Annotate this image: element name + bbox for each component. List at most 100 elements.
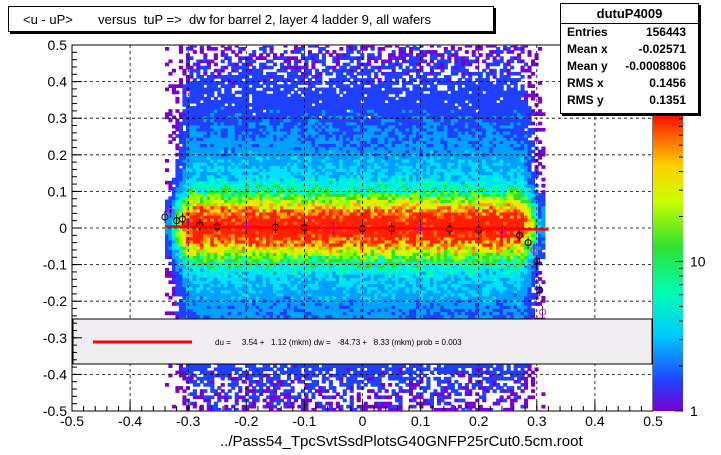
heatmap-cell xyxy=(248,364,253,368)
heatmap-cell xyxy=(266,286,271,291)
heatmap-cell xyxy=(311,75,316,79)
heatmap-cell xyxy=(321,308,326,312)
heatmap-cell xyxy=(171,211,176,216)
heatmap-cell xyxy=(248,193,253,197)
heatmap-cell xyxy=(238,255,243,260)
heatmap-cell xyxy=(269,65,274,70)
heatmap-cell xyxy=(241,109,246,113)
heatmap-cell xyxy=(300,255,305,260)
heatmap-cell xyxy=(304,177,309,182)
heatmap-cell xyxy=(328,289,333,294)
heatmap-cell xyxy=(234,243,239,247)
heatmap-cell xyxy=(273,289,278,294)
heatmap-cell xyxy=(210,134,215,138)
heatmap-cell xyxy=(290,271,295,275)
heatmap-cell xyxy=(311,118,316,123)
heatmap-cell xyxy=(252,258,257,263)
heatmap-cell xyxy=(314,243,319,247)
heatmap-cell xyxy=(210,407,215,411)
heatmap-cell xyxy=(224,398,229,403)
heatmap-cell xyxy=(234,308,239,312)
heatmap-cell xyxy=(248,249,253,253)
heatmap-cell xyxy=(269,314,274,319)
heatmap-cell xyxy=(196,177,201,182)
heatmap-cell xyxy=(293,292,298,297)
heatmap-cell xyxy=(248,199,253,204)
heatmap-cell xyxy=(273,168,278,172)
heatmap-cell xyxy=(217,267,222,272)
heatmap-cell xyxy=(300,308,305,312)
heatmap-cell xyxy=(273,78,278,82)
heatmap-cell xyxy=(175,121,180,126)
heatmap-cell xyxy=(321,305,326,309)
heatmap-cell xyxy=(269,134,274,138)
heatmap-cell xyxy=(196,106,201,110)
heatmap-cell xyxy=(206,227,211,232)
heatmap-cell xyxy=(245,75,250,79)
heatmap-cell xyxy=(307,103,312,107)
heatmap-cell xyxy=(210,131,215,135)
heatmap-cell xyxy=(280,367,285,372)
heatmap-cell xyxy=(307,218,312,222)
heatmap-cell xyxy=(266,165,271,169)
heatmap-cell xyxy=(224,292,229,297)
heatmap-cell xyxy=(259,314,264,319)
heatmap-cell xyxy=(280,252,285,256)
heatmap-cell xyxy=(238,292,243,297)
heatmap-cell xyxy=(227,249,232,253)
heatmap-cell xyxy=(280,84,285,88)
heatmap-cell xyxy=(248,261,253,266)
heatmap-cell xyxy=(300,131,305,135)
heatmap-cell xyxy=(273,233,278,238)
heatmap-cell xyxy=(245,302,250,306)
heatmap-cell xyxy=(231,65,236,70)
heatmap-cell xyxy=(210,165,215,169)
heatmap-cell xyxy=(210,143,215,148)
heatmap-cell xyxy=(259,367,264,372)
heatmap-cell xyxy=(217,311,222,316)
heatmap-cell xyxy=(314,140,319,144)
heatmap-cell xyxy=(335,255,340,260)
heatmap-cell xyxy=(178,246,183,250)
heatmap-cell xyxy=(325,243,330,247)
heatmap-cell xyxy=(241,131,246,135)
heatmap-cell xyxy=(238,386,243,390)
heatmap-cell xyxy=(273,239,278,244)
heatmap-cell xyxy=(178,78,183,82)
heatmap-cell xyxy=(332,211,337,216)
heatmap-cell xyxy=(245,174,250,179)
heatmap-cell xyxy=(189,277,194,281)
heatmap-cell xyxy=(210,218,215,222)
heatmap-cell xyxy=(206,149,211,154)
heatmap-cell xyxy=(210,168,215,172)
heatmap-cell xyxy=(297,93,302,98)
heatmap-cell xyxy=(227,155,232,160)
heatmap-cell xyxy=(245,292,250,297)
heatmap-cell xyxy=(297,202,302,207)
heatmap-cell xyxy=(297,168,302,172)
heatmap-cell xyxy=(189,292,194,297)
heatmap-cell xyxy=(304,267,309,272)
heatmap-cell xyxy=(280,78,285,82)
heatmap-cell xyxy=(217,187,222,191)
heatmap-cell xyxy=(238,65,243,70)
heatmap-cell xyxy=(297,171,302,176)
heatmap-cell xyxy=(213,47,218,51)
heatmap-cell xyxy=(283,302,288,306)
heatmap-cell xyxy=(192,127,197,132)
heatmap-cell xyxy=(318,295,323,300)
heatmap-cell xyxy=(325,314,330,319)
heatmap-cell xyxy=(189,295,194,300)
heatmap-cell xyxy=(332,149,337,154)
heatmap-cell xyxy=(304,115,309,120)
heatmap-cell xyxy=(325,199,330,204)
heatmap-cell xyxy=(328,134,333,138)
heatmap-cell xyxy=(314,199,319,204)
heatmap-cell xyxy=(328,395,333,400)
heatmap-cell xyxy=(241,302,246,306)
heatmap-cell xyxy=(213,258,218,263)
heatmap-cell xyxy=(307,302,312,306)
heatmap-cell xyxy=(220,103,225,107)
heatmap-cell xyxy=(227,93,232,98)
heatmap-cell xyxy=(227,56,232,60)
